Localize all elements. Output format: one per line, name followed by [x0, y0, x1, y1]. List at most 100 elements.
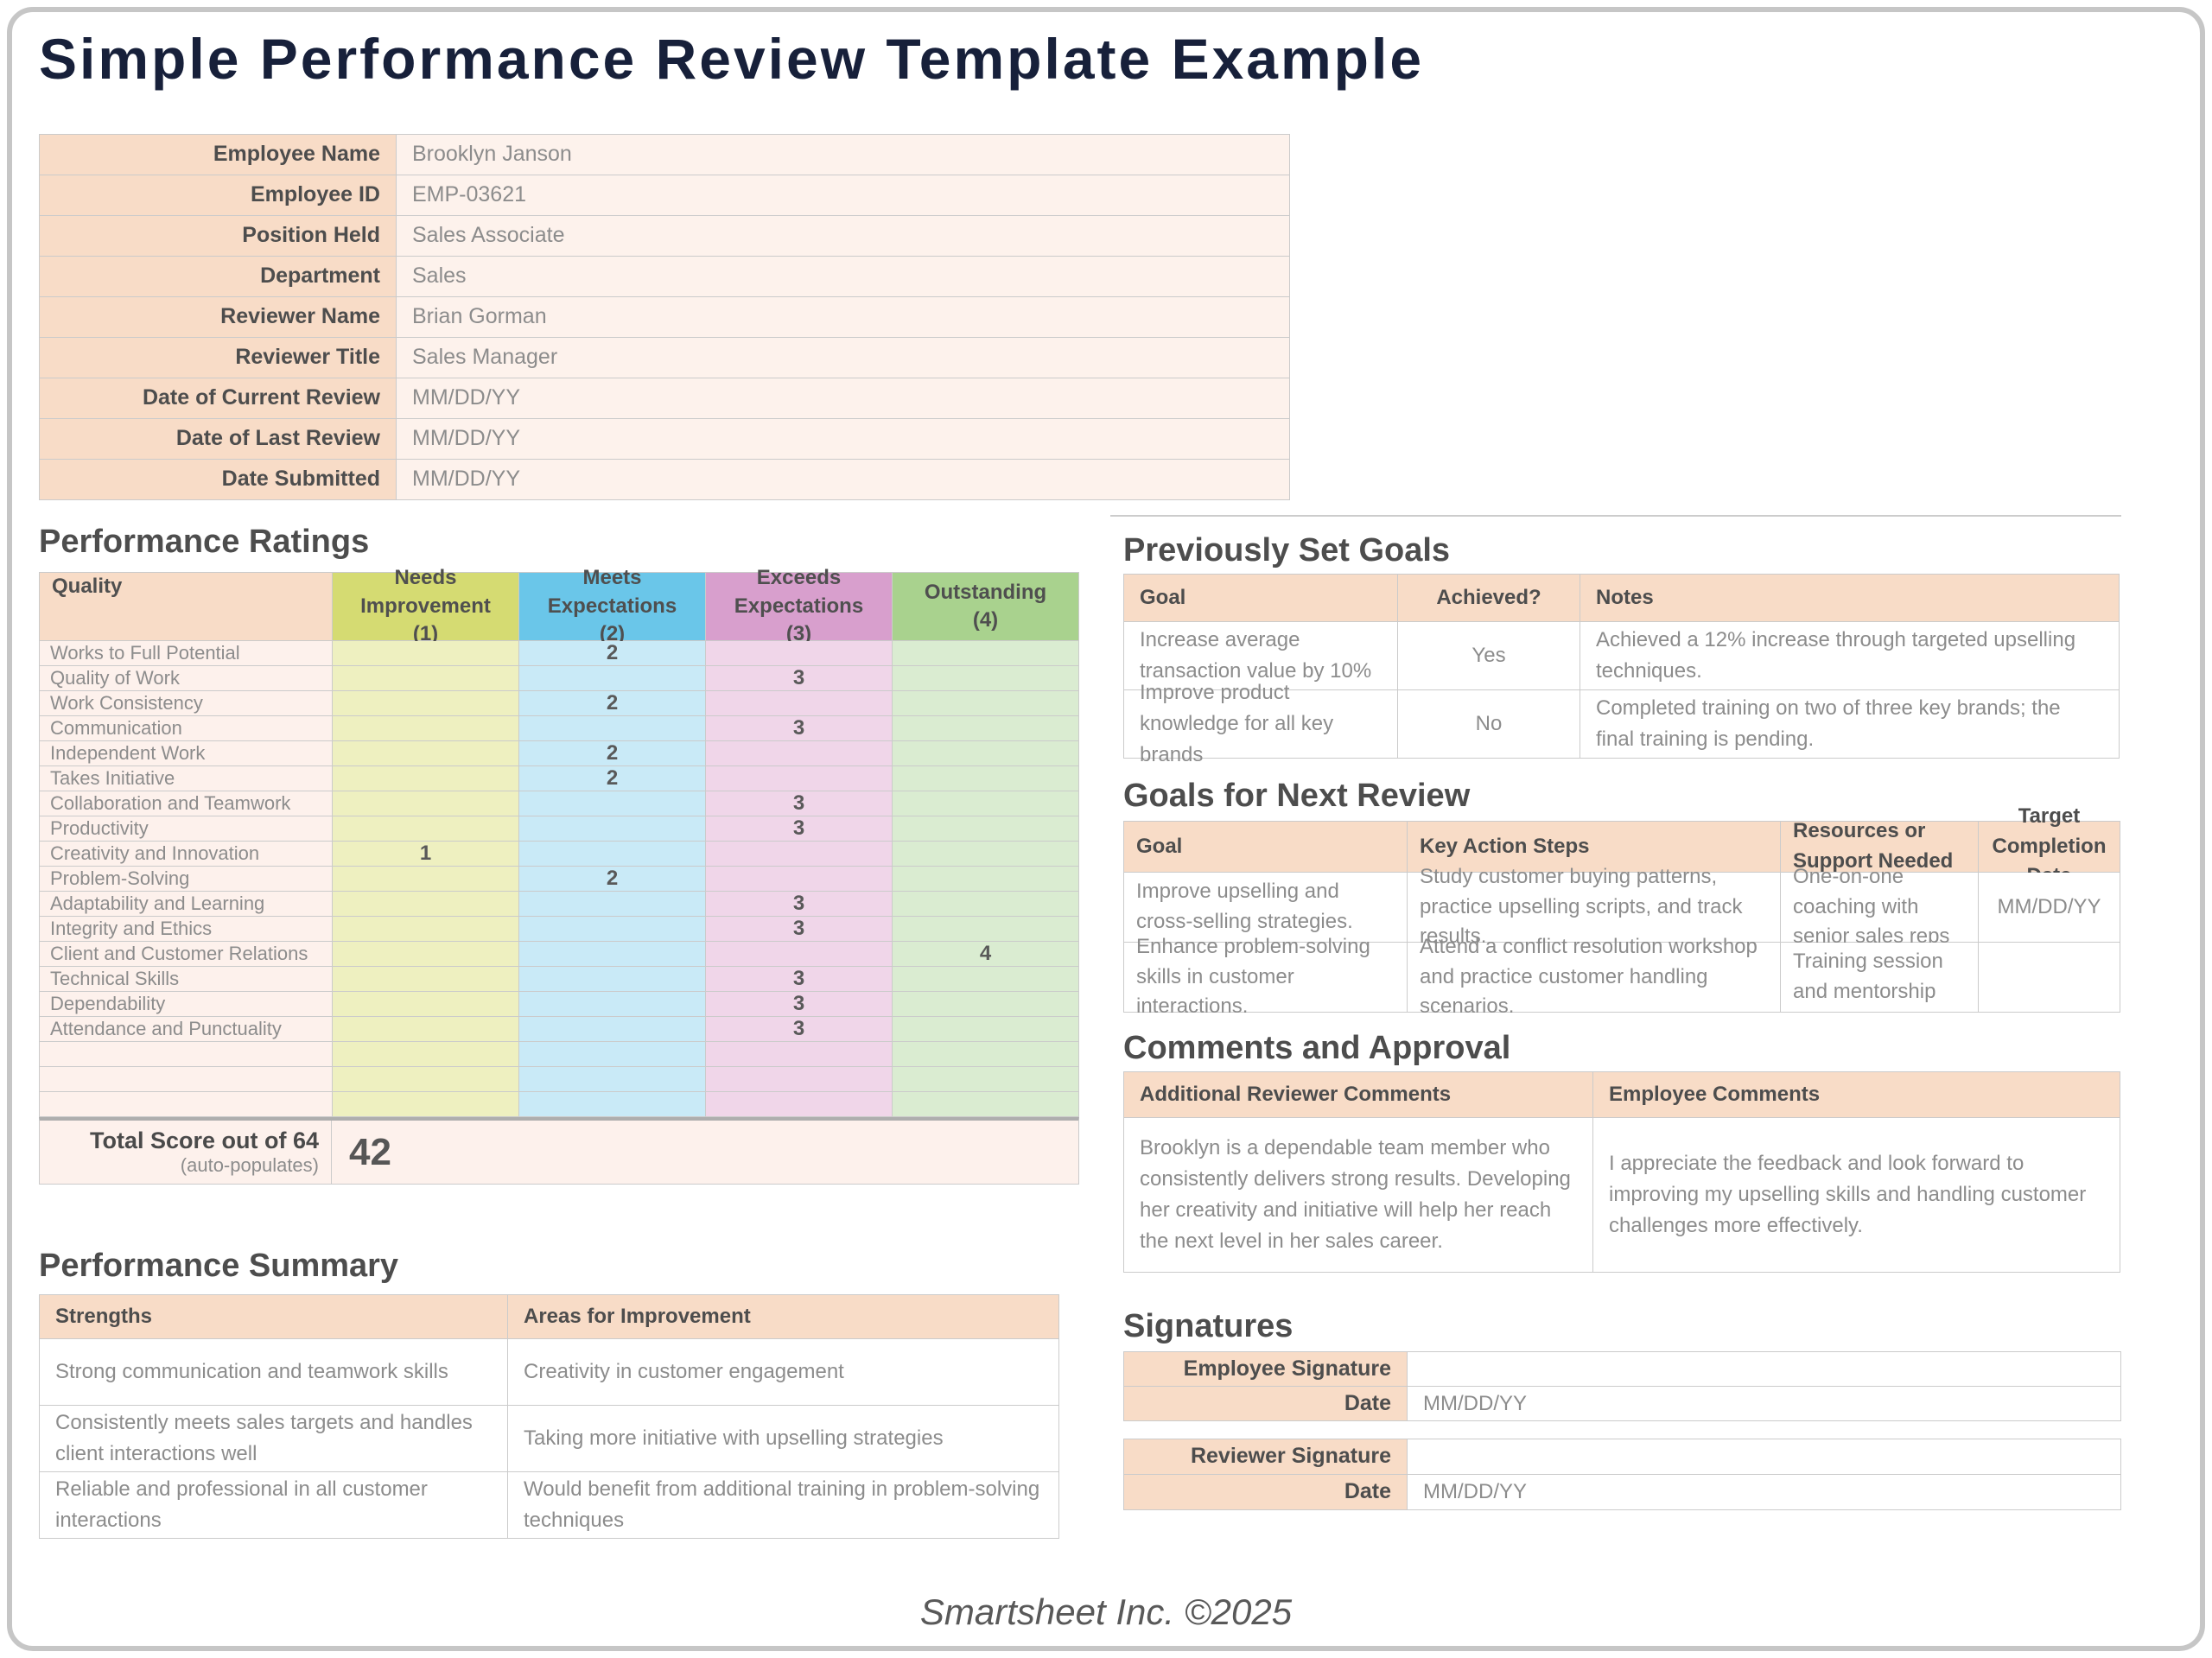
rating-cell-meets[interactable]: 2	[519, 867, 705, 891]
reviewer-name-field[interactable]: Brian Gorman	[397, 297, 1289, 337]
rating-cell-exceeds[interactable]: 3	[706, 917, 892, 941]
reviewer-signature-field[interactable]	[1408, 1439, 2120, 1474]
rating-cell-exceeds[interactable]	[706, 1092, 892, 1116]
rating-cell-exceeds[interactable]: 3	[706, 892, 892, 916]
rating-cell-outstanding[interactable]	[893, 917, 1078, 941]
rating-cell-needs[interactable]	[333, 967, 518, 991]
goal-cell[interactable]: Improve product knowledge for all key br…	[1124, 681, 1397, 766]
rating-cell-meets[interactable]: 2	[519, 691, 705, 715]
rating-cell-meets[interactable]	[519, 942, 705, 966]
rating-cell-meets[interactable]	[519, 892, 705, 916]
rating-cell-exceeds[interactable]	[706, 842, 892, 866]
rating-cell-outstanding[interactable]	[893, 766, 1078, 791]
action-steps-cell[interactable]: Study customer buying patterns, practice…	[1408, 865, 1780, 948]
rating-cell-outstanding[interactable]	[893, 892, 1078, 916]
improvement-cell[interactable]: Creativity in customer engagement	[508, 1339, 1058, 1405]
rating-cell-exceeds[interactable]	[706, 766, 892, 791]
reviewer-title-field[interactable]: Sales Manager	[397, 338, 1289, 378]
rating-cell-meets[interactable]: 2	[519, 641, 705, 665]
rating-cell-outstanding[interactable]	[893, 666, 1078, 690]
rating-cell-meets[interactable]: 2	[519, 766, 705, 791]
goal-cell[interactable]: Enhance problem-solving skills in custom…	[1124, 935, 1407, 1018]
rating-cell-outstanding[interactable]	[893, 867, 1078, 891]
resources-cell[interactable]: Training session and mentorship	[1781, 943, 1978, 1012]
rating-cell-needs[interactable]	[333, 666, 518, 690]
department-field[interactable]: Sales	[397, 257, 1289, 296]
rating-cell-needs[interactable]	[333, 1092, 518, 1116]
date-last-review-field[interactable]: MM/DD/YY	[397, 419, 1289, 459]
employee-name-field[interactable]: Brooklyn Janson	[397, 135, 1289, 175]
strengths-cell[interactable]: Consistently meets sales targets and han…	[40, 1406, 507, 1471]
rating-cell-needs[interactable]	[333, 741, 518, 765]
date-current-review-field[interactable]: MM/DD/YY	[397, 378, 1289, 418]
rating-cell-outstanding[interactable]	[893, 641, 1078, 665]
employee-signature-field[interactable]	[1408, 1352, 2120, 1386]
rating-cell-meets[interactable]	[519, 1042, 705, 1066]
rating-cell-meets[interactable]	[519, 716, 705, 740]
rating-cell-needs[interactable]	[333, 691, 518, 715]
rating-cell-outstanding[interactable]	[893, 816, 1078, 841]
rating-cell-needs[interactable]	[333, 816, 518, 841]
rating-cell-outstanding[interactable]	[893, 842, 1078, 866]
rating-cell-meets[interactable]: 2	[519, 741, 705, 765]
strengths-cell[interactable]: Reliable and professional in all custome…	[40, 1472, 507, 1538]
rating-cell-needs[interactable]	[333, 791, 518, 816]
rating-cell-exceeds[interactable]: 3	[706, 1017, 892, 1041]
rating-cell-outstanding[interactable]	[893, 791, 1078, 816]
target-date-cell[interactable]: MM/DD/YY	[1979, 873, 2120, 942]
rating-cell-outstanding[interactable]	[893, 741, 1078, 765]
rating-cell-needs[interactable]	[333, 942, 518, 966]
strengths-cell[interactable]: Strong communication and teamwork skills	[40, 1339, 507, 1405]
rating-cell-exceeds[interactable]	[706, 691, 892, 715]
employee-comments-cell[interactable]: I appreciate the feedback and look forwa…	[1593, 1118, 2120, 1272]
rating-cell-meets[interactable]	[519, 917, 705, 941]
rating-cell-outstanding[interactable]	[893, 1092, 1078, 1116]
rating-cell-outstanding[interactable]	[893, 691, 1078, 715]
rating-cell-needs[interactable]	[333, 641, 518, 665]
rating-cell-needs[interactable]	[333, 917, 518, 941]
rating-cell-meets[interactable]	[519, 1017, 705, 1041]
resources-cell[interactable]: One-on-one coaching with senior sales re…	[1781, 865, 1978, 948]
rating-cell-exceeds[interactable]: 3	[706, 992, 892, 1016]
rating-cell-meets[interactable]	[519, 842, 705, 866]
improvement-cell[interactable]: Taking more initiative with upselling st…	[508, 1406, 1058, 1471]
rating-cell-exceeds[interactable]	[706, 867, 892, 891]
rating-cell-needs[interactable]	[333, 867, 518, 891]
rating-cell-outstanding[interactable]	[893, 967, 1078, 991]
employee-id-field[interactable]: EMP-03621	[397, 175, 1289, 215]
rating-cell-outstanding[interactable]	[893, 992, 1078, 1016]
reviewer-signature-date-field[interactable]: MM/DD/YY	[1408, 1475, 2120, 1509]
action-steps-cell[interactable]: Attend a conflict resolution workshop an…	[1408, 935, 1780, 1018]
rating-cell-outstanding[interactable]	[893, 1042, 1078, 1066]
rating-cell-outstanding[interactable]	[893, 716, 1078, 740]
rating-cell-outstanding[interactable]	[893, 1017, 1078, 1041]
rating-cell-needs[interactable]	[333, 892, 518, 916]
target-date-cell[interactable]	[1979, 943, 2120, 1012]
rating-cell-needs[interactable]	[333, 1042, 518, 1066]
rating-cell-exceeds[interactable]	[706, 942, 892, 966]
rating-cell-meets[interactable]	[519, 791, 705, 816]
rating-cell-needs[interactable]	[333, 766, 518, 791]
rating-cell-meets[interactable]	[519, 666, 705, 690]
rating-cell-exceeds[interactable]: 3	[706, 816, 892, 841]
achieved-cell[interactable]: Yes	[1398, 622, 1580, 689]
rating-cell-meets[interactable]	[519, 1067, 705, 1091]
rating-cell-needs[interactable]	[333, 716, 518, 740]
goal-cell[interactable]: Increase average transaction value by 10…	[1124, 622, 1397, 689]
rating-cell-exceeds[interactable]: 3	[706, 716, 892, 740]
date-submitted-field[interactable]: MM/DD/YY	[397, 460, 1289, 499]
rating-cell-meets[interactable]	[519, 967, 705, 991]
goal-cell[interactable]: Improve upselling and cross-selling stra…	[1124, 873, 1407, 942]
notes-cell[interactable]: Completed training on two of three key b…	[1580, 690, 2119, 758]
rating-cell-exceeds[interactable]: 3	[706, 791, 892, 816]
rating-cell-exceeds[interactable]	[706, 1042, 892, 1066]
rating-cell-meets[interactable]	[519, 816, 705, 841]
rating-cell-exceeds[interactable]	[706, 1067, 892, 1091]
rating-cell-needs[interactable]	[333, 1067, 518, 1091]
rating-cell-meets[interactable]	[519, 1092, 705, 1116]
rating-cell-meets[interactable]	[519, 992, 705, 1016]
rating-cell-outstanding[interactable]	[893, 1067, 1078, 1091]
rating-cell-exceeds[interactable]: 3	[706, 666, 892, 690]
achieved-cell[interactable]: No	[1398, 690, 1580, 758]
improvement-cell[interactable]: Would benefit from additional training i…	[508, 1472, 1058, 1538]
